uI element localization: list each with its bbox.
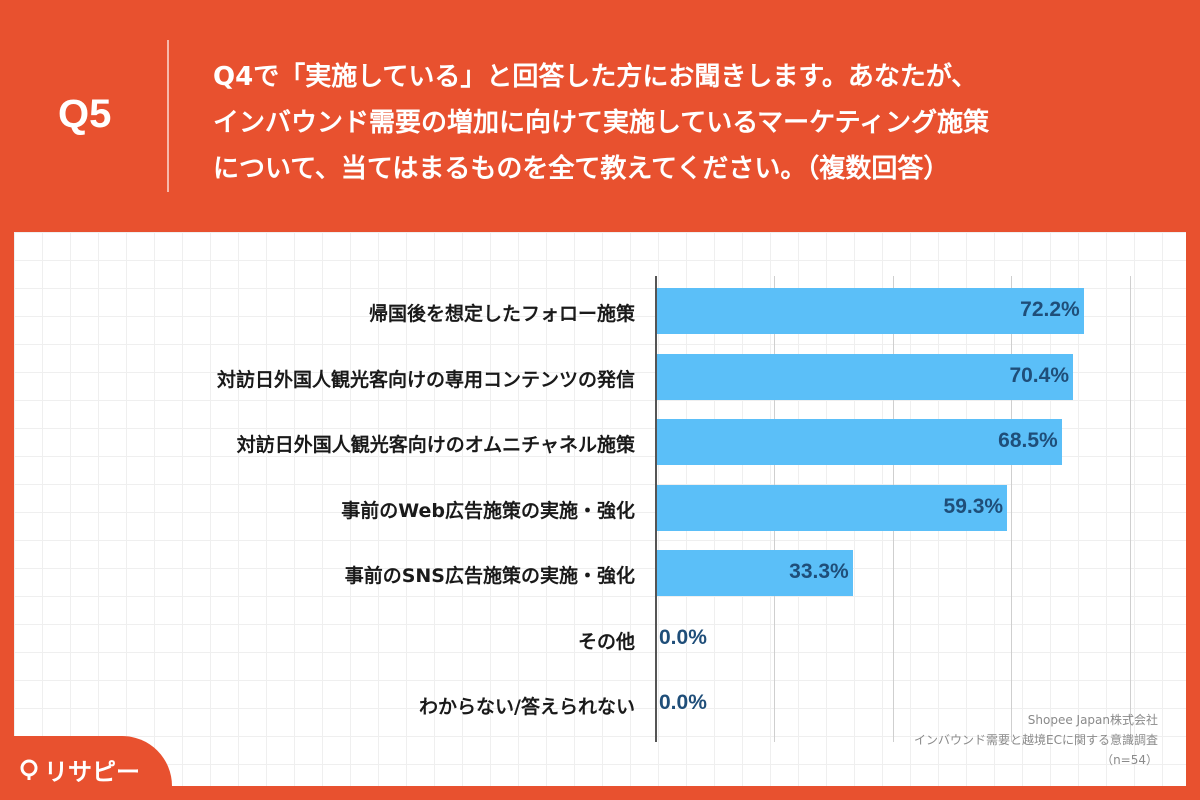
logo-tab [0,736,172,800]
question-line-2: インバウンド需要の増加に向けて実施しているマーケティング施策 [213,108,990,138]
category-label: 事前のSNS広告施策の実施・強化 [344,565,635,587]
gridline [1011,276,1013,742]
source-note: Shopee Japan株式会社 インバウンド需要と越境ECに関する意識調査 （… [914,710,1158,770]
bar [655,288,1084,334]
bar [655,550,853,596]
source-survey: インバウンド需要と越境ECに関する意識調査 [914,733,1158,747]
question-number: Q5 [58,92,112,136]
source-company: Shopee Japan株式会社 [1027,713,1158,727]
logo-text: リサピー [44,758,140,786]
category-label: 対訪日外国人観光客向けのオムニチャネル施策 [236,434,635,456]
value-label: 0.0% [659,691,707,714]
category-label: その他 [577,630,635,653]
category-label: わからない/答えられない [419,696,635,718]
question-line-1: Q4で「実施している」と回答した方にお聞きします。あなたが、 [213,62,978,92]
category-label: 事前のWeb広告施策の実施・強化 [341,499,635,522]
category-label: 帰国後を想定したフォロー施策 [368,303,635,325]
value-label: 33.3% [789,560,849,583]
y-axis-line [655,276,657,742]
question-text: Q4で「実施している」と回答した方にお聞きします。あなたが、 インバウンド需要の… [213,54,1173,192]
header-divider [167,40,169,192]
value-label: 72.2% [1020,298,1080,321]
category-label: 対訪日外国人観光客向けの専用コンテンツの発信 [216,368,635,391]
brand-logo: リサピー [18,752,140,787]
question-line-3: について、当てはまるものを全て教えてください。（複数回答） [213,154,950,184]
bar [655,353,1073,400]
value-label: 68.5% [998,429,1058,452]
value-label: 59.3% [943,494,1004,518]
bar [655,419,1062,465]
pin-icon [20,759,38,780]
value-label: 70.4% [1009,363,1069,387]
source-sample: （n=54） [1101,753,1158,767]
question-header: Q5 Q4で「実施している」と回答した方にお聞きします。あなたが、 インバウンド… [0,0,1200,232]
gridline [1130,276,1131,742]
bar [655,484,1008,531]
value-label: 0.0% [659,625,707,649]
